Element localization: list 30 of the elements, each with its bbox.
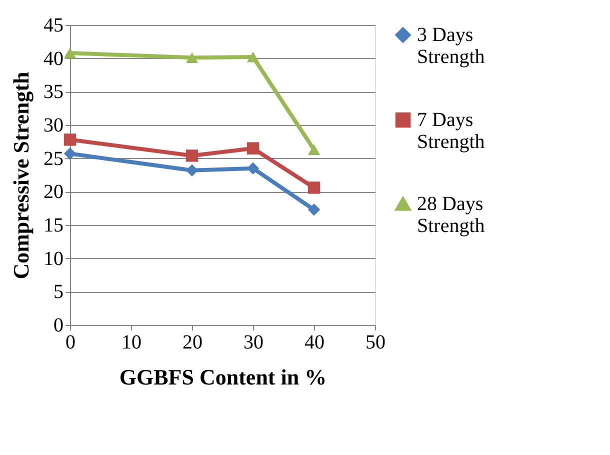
- y-axis-title: Compressive Strength: [8, 72, 34, 280]
- point: [246, 142, 260, 154]
- x-tick-label: 20: [182, 332, 202, 354]
- y-tick-label: 15: [44, 214, 64, 236]
- point: [186, 52, 198, 63]
- point: [308, 144, 320, 155]
- point: [308, 204, 320, 216]
- x-axis-title: GGBFS Content in %: [119, 364, 327, 390]
- y-tick-label: 20: [44, 181, 64, 204]
- x-tick-label: 30: [244, 332, 264, 354]
- y-tick-label: 5: [54, 281, 64, 304]
- point: [246, 52, 260, 62]
- x-tick-label: 40: [304, 332, 324, 354]
- y-tick-label: 30: [44, 114, 64, 136]
- y-tick-label: 0: [54, 314, 64, 336]
- legend-label: 28 Days Strength: [417, 193, 485, 237]
- y-tick-label: 45: [44, 14, 64, 36]
- legend-label: 3 Days Strength: [417, 24, 485, 68]
- x-tick-label: 10: [122, 332, 142, 354]
- point: [64, 134, 76, 146]
- y-tick-label: 40: [44, 48, 64, 70]
- x-tick-label: 50: [366, 332, 386, 354]
- legend-label: 7 Days Strength: [417, 109, 485, 153]
- point: [308, 182, 320, 194]
- point: [186, 150, 198, 162]
- y-tick-label: 10: [44, 248, 64, 270]
- y-tick-label: 35: [44, 81, 64, 104]
- point: [64, 148, 76, 160]
- y-tick-label: 25: [44, 148, 64, 170]
- point: [64, 48, 76, 58]
